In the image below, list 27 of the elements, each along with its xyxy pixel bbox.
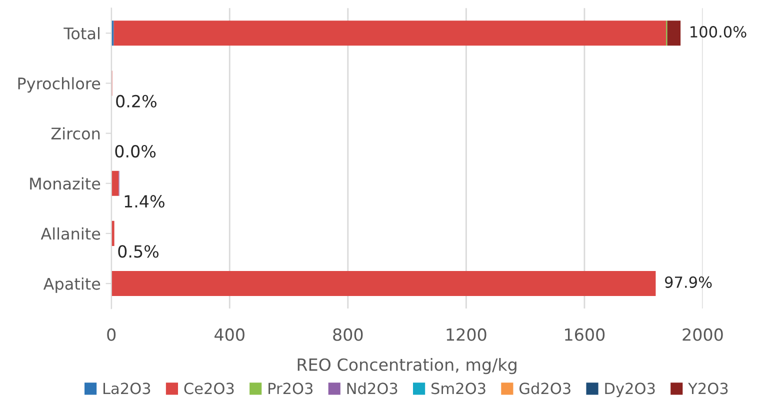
y-tick-label: Total (64, 27, 100, 40)
y-tick-label: Monazite (30, 177, 100, 190)
x-tick-label: 1200 (446, 328, 486, 341)
y-tick-label: Apatite (43, 277, 100, 293)
legend-label: Ce2O3 (184, 382, 234, 394)
x-tick-label: 0 (107, 328, 116, 341)
annotation: 97.9% (665, 276, 712, 288)
y-tick-label: Pyrochlore (18, 77, 100, 93)
legend-label: Y2O3 (688, 382, 728, 394)
legend-label: Sm2O3 (432, 382, 486, 394)
annotation: 100.0% (690, 26, 746, 38)
annotation: 0.2% (116, 94, 156, 108)
x-tick-label: 1600 (565, 328, 605, 341)
legend-label: Gd2O3 (519, 382, 570, 394)
annotation: 1.4% (124, 195, 164, 208)
x-axis-title: REO Concentration, mg/kg (298, 358, 516, 374)
legend-label: Dy2O3 (605, 382, 655, 398)
y-tick-label: Allanite (40, 227, 100, 240)
x-tick-label: 2000 (682, 328, 723, 341)
legend-label: Pr2O3 (268, 382, 313, 394)
annotation: 0.5% (118, 245, 159, 258)
annotation: 0.0% (115, 144, 156, 158)
legend-label: La2O3 (104, 382, 150, 394)
x-tick-label: 400 (214, 328, 244, 341)
x-tick-label: 800 (333, 328, 363, 341)
legend-label: Nd2O3 (347, 382, 398, 394)
y-tick-label: Zircon (51, 127, 100, 140)
